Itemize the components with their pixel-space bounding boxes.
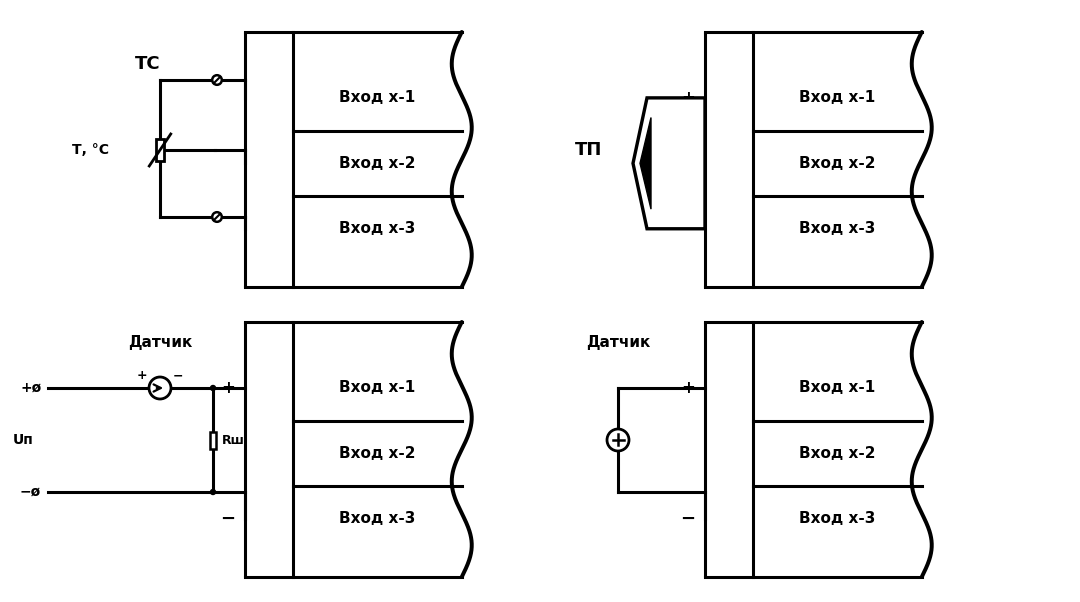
- Text: +ø: +ø: [21, 381, 41, 395]
- Polygon shape: [633, 98, 705, 229]
- Text: Вход x-3: Вход x-3: [799, 511, 876, 526]
- Text: Датчик: Датчик: [127, 335, 192, 350]
- Text: +: +: [681, 89, 696, 107]
- Circle shape: [211, 489, 216, 494]
- Text: +: +: [136, 369, 147, 382]
- Text: Вход x-1: Вход x-1: [799, 380, 876, 396]
- Text: −: −: [680, 220, 696, 238]
- Text: −ø: −ø: [21, 485, 41, 499]
- Circle shape: [211, 385, 216, 391]
- Text: Датчик: Датчик: [585, 335, 650, 350]
- Circle shape: [212, 75, 221, 85]
- Text: Вход x-2: Вход x-2: [799, 446, 876, 461]
- Text: Вход x-3: Вход x-3: [799, 222, 876, 236]
- Text: Т, °С: Т, °С: [72, 143, 109, 157]
- Bar: [157, 139, 164, 161]
- Text: Вход x-2: Вход x-2: [339, 446, 416, 461]
- Text: Вход x-2: Вход x-2: [799, 156, 876, 171]
- Text: −: −: [220, 510, 235, 528]
- Text: Вход x-1: Вход x-1: [339, 380, 416, 396]
- Text: Вход x-3: Вход x-3: [339, 222, 416, 236]
- Text: ТС: ТС: [135, 55, 161, 73]
- Text: Вход x-1: Вход x-1: [339, 90, 416, 105]
- Text: −: −: [680, 510, 696, 528]
- Text: Rш: Rш: [222, 433, 245, 447]
- Text: Вход x-2: Вход x-2: [339, 156, 416, 171]
- Circle shape: [212, 212, 221, 222]
- Text: +: +: [221, 379, 235, 397]
- Text: Вход x-3: Вход x-3: [339, 511, 416, 526]
- Circle shape: [607, 429, 629, 451]
- Text: +: +: [681, 379, 696, 397]
- Text: Вход x-1: Вход x-1: [799, 90, 876, 105]
- Circle shape: [149, 377, 171, 399]
- Polygon shape: [640, 117, 651, 209]
- Bar: [210, 432, 216, 448]
- Text: −: −: [173, 369, 184, 382]
- Text: Uп: Uп: [13, 433, 33, 447]
- Text: ТП: ТП: [575, 141, 603, 159]
